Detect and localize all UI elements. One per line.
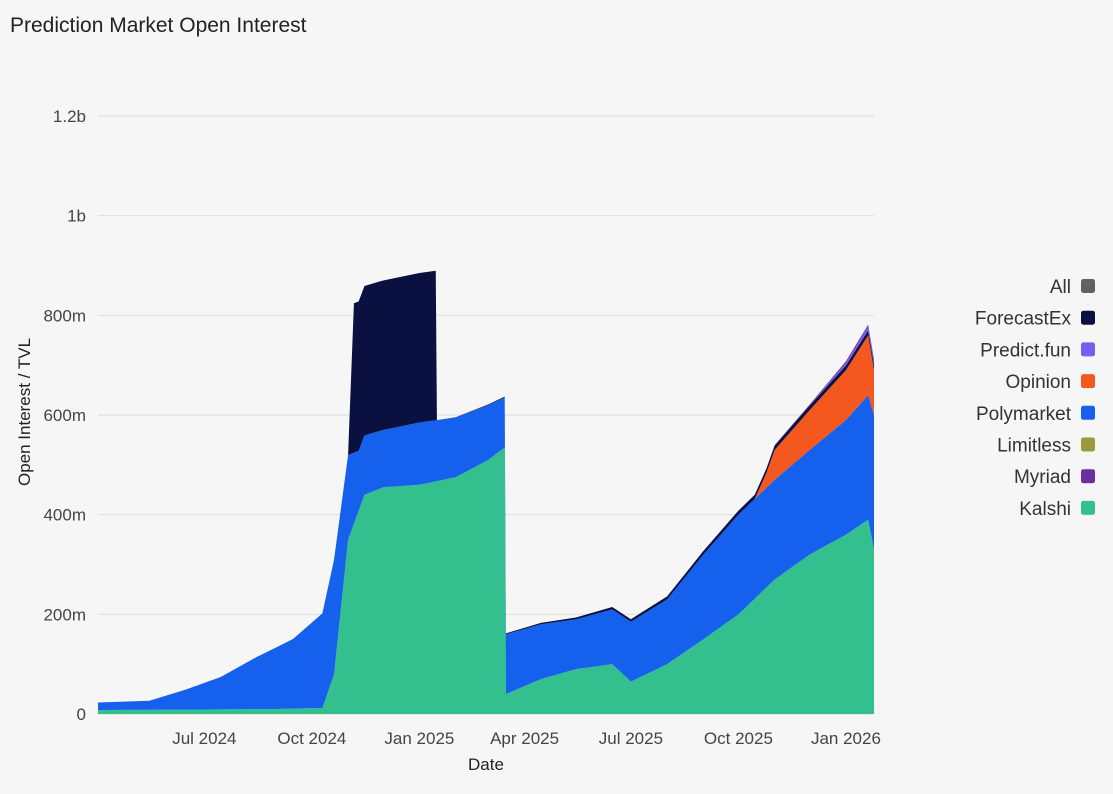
legend-item-kalshi[interactable]: Kalshi — [1019, 499, 1095, 520]
legend-item-predict-fun[interactable]: Predict.fun — [980, 340, 1095, 361]
legend-swatch — [1081, 374, 1095, 389]
chart-title: Prediction Market Open Interest — [10, 14, 307, 37]
legend-swatch — [1081, 279, 1095, 293]
legend-swatch — [1081, 342, 1095, 357]
x-tick-label: Jan 2026 — [811, 729, 881, 748]
legend-item-myriad[interactable]: Myriad — [1014, 467, 1095, 488]
y-tick-label: 800m — [43, 306, 86, 325]
legend-item-opinion[interactable]: Opinion — [1006, 372, 1096, 393]
area-polymarket — [98, 395, 874, 711]
legend-label: ForecastEx — [975, 309, 1072, 330]
y-tick-label: 600m — [43, 406, 86, 425]
x-axis-title: Date — [468, 755, 504, 774]
legend-label: Polymarket — [976, 404, 1072, 425]
y-axis-title: Open Interest / TVL — [15, 338, 34, 486]
legend-swatch — [1081, 405, 1095, 420]
x-tick-label: Jul 2025 — [599, 729, 663, 748]
legend-label: Predict.fun — [980, 340, 1071, 361]
legend-item-limitless[interactable]: Limitless — [997, 436, 1095, 457]
legend-label: Kalshi — [1019, 499, 1071, 520]
y-tick-label: 1.2b — [53, 107, 86, 126]
legend-swatch — [1081, 500, 1095, 515]
legend-label: Opinion — [1006, 372, 1072, 393]
x-axis-ticks: Jul 2024 Oct 2024 Jan 2025 Apr 2025 Jul 2025… — [172, 729, 881, 748]
x-tick-label: Apr 2025 — [490, 729, 559, 748]
legend-item-all[interactable]: All — [1050, 277, 1095, 298]
legend[interactable]: All ForecastEx Predict.fun Opinion Polymarke… — [975, 277, 1095, 520]
legend-swatch — [1081, 437, 1095, 452]
x-tick-label: Oct 2025 — [704, 729, 773, 748]
y-tick-label: 400m — [43, 506, 86, 525]
y-axis-ticks: 0 200m 400m 600m 800m 1b 1.2b — [43, 107, 86, 724]
legend-label: Myriad — [1014, 467, 1071, 488]
area-kalshi — [98, 447, 874, 714]
y-tick-label: 200m — [43, 605, 86, 624]
x-tick-label: Oct 2024 — [277, 729, 346, 748]
legend-swatch — [1081, 469, 1095, 484]
legend-swatch — [1081, 310, 1095, 325]
y-tick-label: 1b — [67, 207, 86, 226]
stacked-areas — [98, 270, 874, 714]
x-tick-label: Jul 2024 — [172, 729, 236, 748]
y-tick-label: 0 — [77, 705, 86, 724]
legend-item-forecastex[interactable]: ForecastEx — [975, 309, 1095, 330]
legend-label: All — [1050, 277, 1071, 298]
legend-label: Limitless — [997, 436, 1071, 457]
legend-item-polymarket[interactable]: Polymarket — [976, 404, 1095, 425]
x-tick-label: Jan 2025 — [384, 729, 454, 748]
